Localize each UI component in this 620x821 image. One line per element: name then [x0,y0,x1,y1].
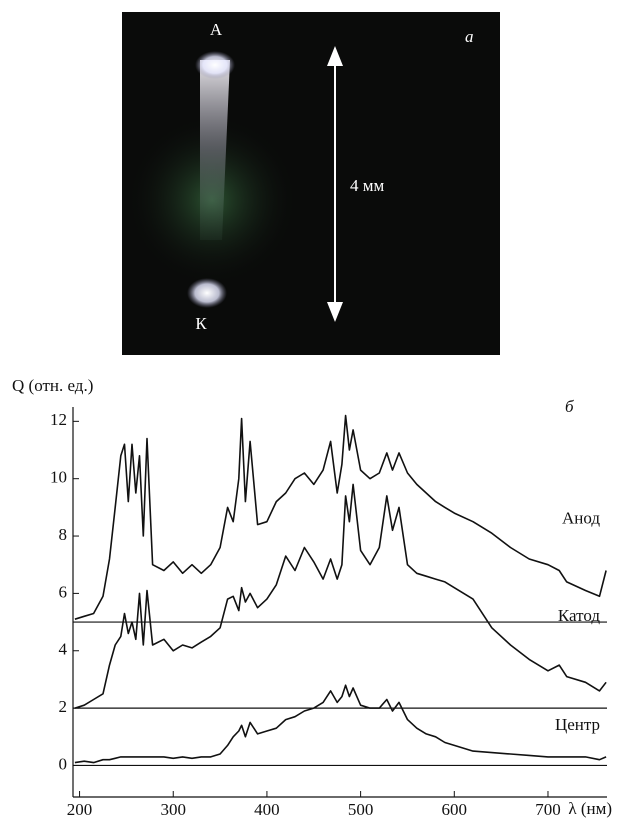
x-tick-label: 200 [67,800,93,819]
x-axis-label: λ (нм) [568,799,612,818]
plot: Q (отн. ед.) λ (нм) б [12,376,612,818]
y-tick-label: 8 [59,525,68,544]
series-line [74,483,607,709]
cathode-label: К [195,314,207,333]
anode-spot [195,51,235,79]
series-label: Анод [562,508,600,527]
y-tick-label: 12 [50,410,67,429]
photo: А К 4 мм а [122,12,500,355]
y-tick-label: 10 [50,468,67,487]
anode-label: А [210,20,223,39]
series-label: Центр [555,715,600,734]
series-line [74,414,607,620]
x-tick-label: 600 [442,800,468,819]
panel-label: б [565,397,574,416]
y-tick-label: 6 [59,582,68,601]
y-axis-label: Q (отн. ед.) [12,376,93,395]
x-tick-label: 700 [535,800,561,819]
cathode-spot [187,278,227,308]
scale-label: 4 мм [350,176,385,195]
panel-label: а [465,27,474,46]
x-tick-label: 400 [254,800,280,819]
y-tick-label: 0 [59,754,68,773]
x-tick-label: 300 [160,800,186,819]
series-label: Катод [558,606,600,625]
x-tick-label: 500 [348,800,374,819]
y-tick-label: 2 [59,697,68,716]
y-tick-label: 4 [59,640,68,659]
glow-column [200,60,230,240]
series-line [74,684,607,764]
